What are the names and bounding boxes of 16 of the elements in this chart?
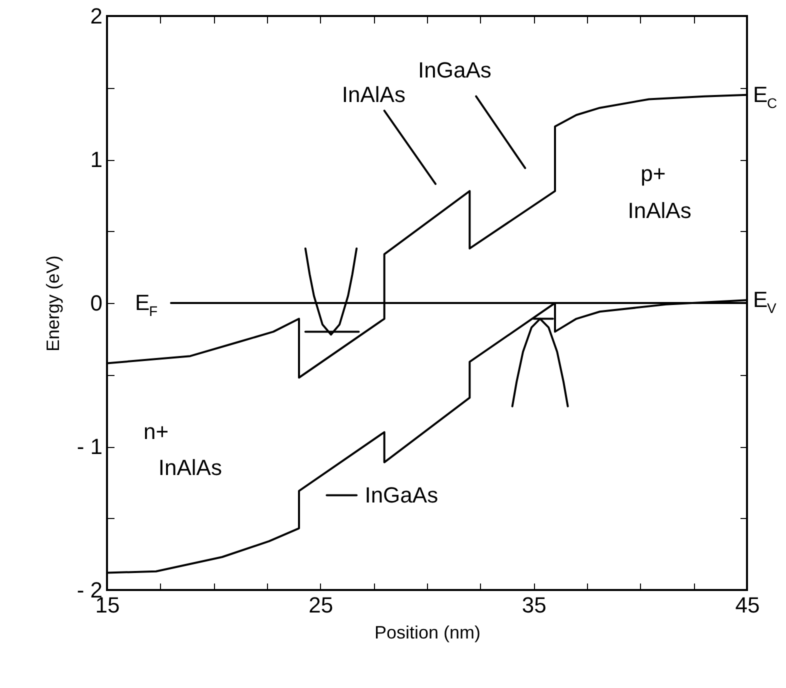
x-axis-title: Position (nm)	[374, 622, 481, 642]
y-tick-label: 0	[90, 290, 102, 316]
annotation: p+	[640, 160, 666, 186]
annotation: InAlAs	[158, 455, 222, 480]
annotation: InGaAs	[418, 58, 492, 83]
y-tick-label: 1	[90, 147, 102, 172]
y-tick-label: - 1	[76, 434, 102, 459]
annotation: InGaAs	[364, 482, 438, 508]
y-tick-label: 2	[90, 4, 102, 28]
x-tick-label: 45	[735, 592, 760, 618]
x-tick-label: 35	[522, 592, 546, 618]
annotation: InAlAs	[342, 82, 406, 107]
annotation: n+	[144, 419, 169, 444]
y-axis-title: Energy (eV)	[42, 255, 63, 352]
annotation: InAlAs	[628, 198, 692, 224]
x-tick-label: 25	[308, 592, 334, 618]
